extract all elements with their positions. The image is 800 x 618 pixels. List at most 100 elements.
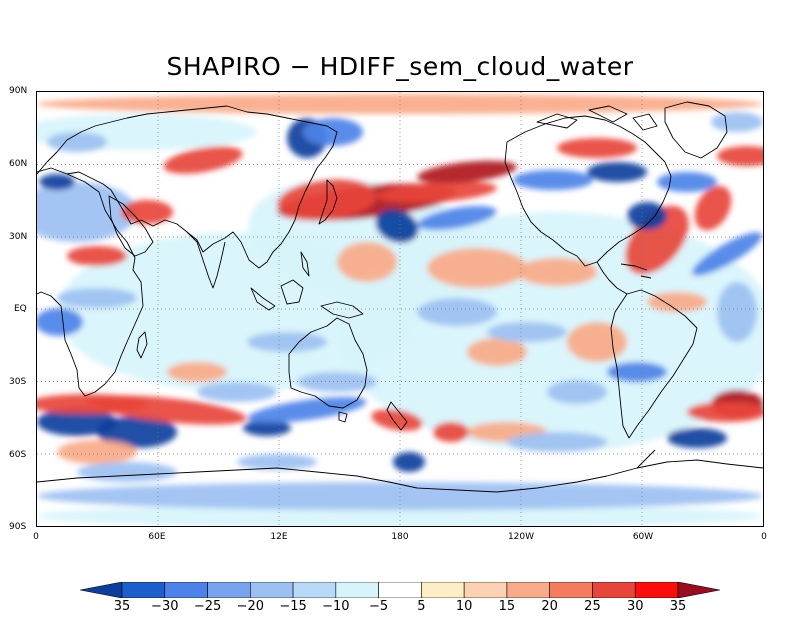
coast-australia [288, 317, 368, 409]
field-patch-mid-blue [303, 118, 363, 146]
lat-label-30s: 30S [9, 377, 27, 387]
field-patch-red [163, 146, 243, 174]
colorbar-box [463, 582, 508, 598]
field-patch-red [717, 146, 763, 166]
field-patch-light-blue [237, 454, 317, 470]
field-patch-light-blue [77, 462, 177, 482]
lon-label-120w: 120W [507, 532, 535, 542]
coast-south-america [610, 289, 698, 439]
field-patch-light-blue [711, 112, 763, 132]
field-patch-mid-blue [417, 205, 497, 231]
field-patch-deep-blue [667, 428, 727, 448]
lon-label-180: 180 [391, 532, 409, 542]
field-patch-red [557, 138, 637, 158]
field-patch-light-blue [247, 332, 327, 352]
field-patch-pale-blue [37, 504, 763, 526]
lat-label-90n: 90N [9, 86, 28, 96]
coast-arabia [108, 195, 154, 257]
colorbar-tick-label: 15 [498, 599, 516, 614]
field-patch-deep-blue [39, 174, 75, 190]
field-patch-light-blue [417, 298, 497, 326]
field-patch-red [121, 200, 173, 224]
colorbar-box [634, 582, 679, 598]
lon-label-60w: 60W [632, 532, 654, 542]
field-patch-red [433, 422, 469, 442]
coast-africa [37, 167, 144, 397]
colorbar-tick-label: −20 [236, 599, 265, 614]
field-patch-deep-blue [627, 202, 667, 230]
lon-label-120e: 12E [270, 532, 288, 542]
coast-arctic-islands [536, 105, 658, 131]
colorbar-tick-label: 35 [669, 599, 687, 614]
field-patch-mid-blue [692, 232, 762, 276]
map-svg [37, 92, 763, 526]
coast-central-america [596, 261, 628, 295]
field-patch-salmon [567, 322, 627, 362]
colorbar-tick-label: −5 [369, 599, 389, 614]
field-patch-deep-blue [587, 162, 647, 182]
colorbar-tick-label: 25 [584, 599, 601, 614]
coast-borneo [280, 279, 304, 305]
coast-tasmania [338, 411, 348, 423]
colorbar-box [250, 582, 294, 598]
colorbar-box [549, 582, 593, 598]
colorbar-tick-label: 10 [455, 599, 473, 614]
colorbar-box [335, 582, 379, 598]
field-patch-deep-blue [37, 408, 117, 436]
field-patch-mid-blue [607, 362, 667, 382]
field-patch-red [37, 394, 147, 414]
field-patch-light-blue [47, 132, 107, 152]
field-patch-salmon [57, 440, 137, 464]
field-patch-light-blue [487, 322, 567, 342]
map-title: SHAPIRO − HDIFF_sem_cloud_water [166, 52, 634, 81]
coast-japan [318, 179, 338, 225]
colorbar-box [207, 582, 251, 598]
coast-antarctic-peninsula [636, 449, 656, 469]
colorbar-box [121, 582, 166, 598]
field-patch-light-blue [507, 432, 607, 452]
lon-label-60e: 60E [148, 532, 166, 542]
colorbar-tick-label: 30 [626, 599, 644, 614]
field-patch-mid-blue [657, 172, 717, 192]
colorbar-box [292, 582, 337, 598]
field-patch-red [694, 185, 732, 231]
coast-sumatra [250, 287, 276, 311]
field-patch-light-blue [37, 182, 137, 242]
field-layer [37, 94, 763, 526]
colorbar-tick-label: 5 [417, 599, 426, 614]
graticule [37, 92, 763, 526]
field-patch-salmon [517, 258, 597, 286]
coast-philippines [300, 251, 310, 277]
field-patch-light-blue [547, 380, 607, 404]
coast-north-america [504, 115, 672, 267]
colorbar-box [421, 582, 465, 598]
field-patch-mid-blue [247, 397, 367, 423]
field-patch-light-blue [197, 382, 277, 402]
field-patch-light-blue [717, 282, 757, 342]
colorbar-tick-label: −10 [322, 599, 350, 614]
coast-greenland [664, 101, 728, 159]
coast-madagascar [136, 331, 148, 359]
colorbar-under-triangle [80, 582, 123, 598]
coast-antarctica [37, 459, 763, 493]
colorbar-box [592, 582, 636, 598]
colorbar-tick-label: 20 [541, 599, 558, 614]
field-patch-mid-blue [513, 170, 593, 190]
field-patch-light-blue [57, 288, 137, 308]
colorbar-tick-label: −25 [193, 599, 222, 614]
field-patch-red [687, 402, 763, 422]
lat-label-60s: 60S [9, 450, 27, 460]
lon-label-0-right: 0 [761, 532, 767, 542]
lat-label-eq: EQ [14, 304, 27, 314]
lat-label-60n: 60N [9, 159, 28, 169]
field-patch-deep-blue [375, 209, 419, 243]
field-patch-red [377, 181, 497, 203]
field-patch-red [67, 246, 127, 266]
field-patch-salmon [427, 248, 527, 288]
coast-eurasia [37, 105, 338, 269]
field-patch-dark-red [417, 160, 517, 184]
coast-new-zealand [386, 401, 408, 431]
colorbar-box [506, 582, 550, 598]
colorbar-box [378, 582, 422, 598]
field-patch-salmon [167, 362, 227, 382]
